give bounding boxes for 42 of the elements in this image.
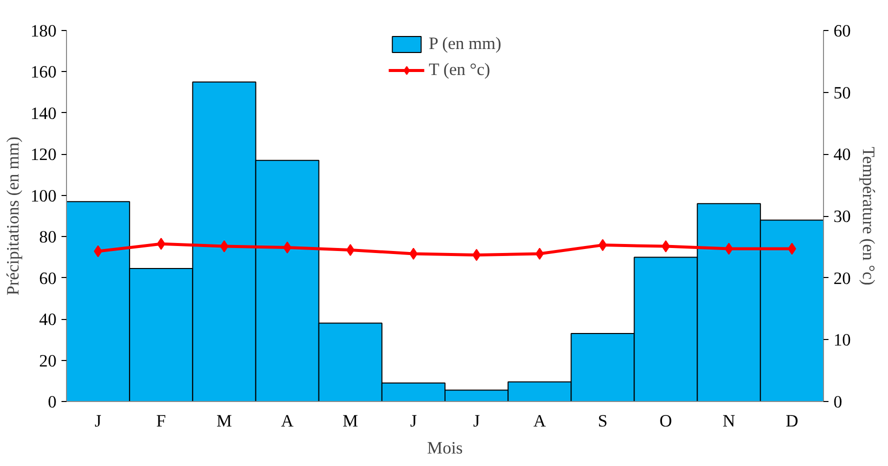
x-tick-label: A xyxy=(533,412,546,430)
x-tick-label: D xyxy=(786,412,798,430)
y2-tick-label: 50 xyxy=(834,83,851,102)
y2-tick-label: 40 xyxy=(834,145,851,164)
x-tick-label: J xyxy=(410,412,418,430)
y2-tick-label: 10 xyxy=(834,330,851,350)
y-tick-label: 0 xyxy=(48,392,57,412)
x-tick-label: M xyxy=(342,412,358,430)
point xyxy=(346,244,355,256)
x-tick-label: F xyxy=(156,412,166,430)
y-tick-label: 160 xyxy=(30,62,57,82)
y2-axis-title: Température (en °c) xyxy=(858,146,878,286)
y-tick-label: 180 xyxy=(30,22,57,40)
legend-label: T (en °c) xyxy=(428,60,490,80)
point xyxy=(94,245,102,258)
legend-label: P (en mm) xyxy=(428,34,502,54)
point xyxy=(724,242,734,255)
y2-tick-label: 0 xyxy=(834,392,842,412)
x-tick-label: M xyxy=(216,412,232,430)
y-tick-label: 100 xyxy=(30,186,57,206)
point xyxy=(156,238,166,250)
y-tick-label: 140 xyxy=(30,104,57,123)
x-tick-label: S xyxy=(598,412,608,430)
point xyxy=(535,248,544,260)
y-axis-title: Précipitations (en mm) xyxy=(4,136,23,296)
y-tick-label: 20 xyxy=(39,351,56,370)
x-tick-label: J xyxy=(94,412,102,430)
x-tick-label: O xyxy=(660,412,672,430)
x-axis-title: Mois xyxy=(427,438,464,458)
y-tick-label: 80 xyxy=(39,228,56,247)
y2-tick-label: 60 xyxy=(834,22,851,40)
y-tick-label: 40 xyxy=(39,310,56,330)
y-tick-label: 60 xyxy=(39,268,56,288)
y-tick-label: 120 xyxy=(30,145,57,164)
x-tick-label: J xyxy=(473,412,480,430)
y2-tick-label: 20 xyxy=(834,268,851,288)
x-tick-label: A xyxy=(281,412,294,430)
point xyxy=(472,248,481,261)
point xyxy=(788,242,796,255)
y2-tick-label: 30 xyxy=(834,207,851,226)
x-tick-label: N xyxy=(722,412,736,430)
point xyxy=(409,248,418,260)
